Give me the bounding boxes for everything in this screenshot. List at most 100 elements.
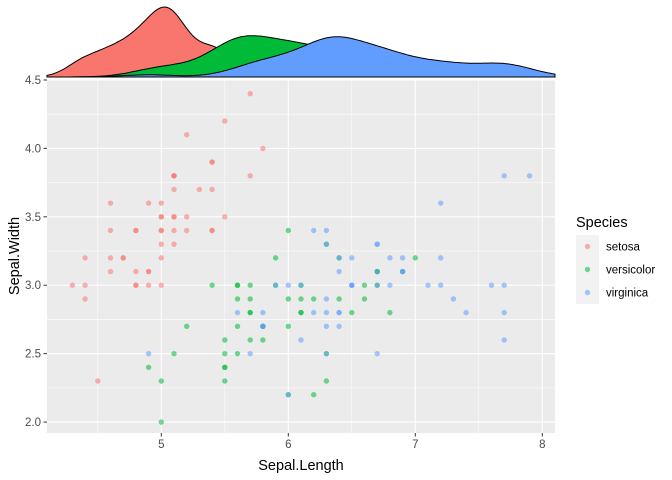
data-point-setosa [133,282,139,288]
data-point-virginica [349,282,355,288]
data-point-virginica [501,337,507,343]
data-point-virginica [387,282,393,288]
data-point-versicolor [222,337,228,343]
data-point-versicolor [311,391,317,398]
y-tick-label: 3.0 [25,280,41,292]
data-point-setosa [184,214,190,220]
data-point-virginica [399,255,406,261]
data-point-setosa [82,296,88,302]
data-point-versicolor [234,282,241,288]
legend-label-setosa: setosa [606,242,640,254]
data-point-versicolor [145,364,152,371]
data-point-versicolor [171,350,177,357]
data-point-setosa [107,200,114,206]
data-point-versicolor [222,364,228,371]
data-point-setosa [145,200,152,206]
data-point-versicolor [412,255,418,261]
data-point-versicolor [222,378,228,384]
data-point-virginica [323,241,330,247]
data-point-setosa [171,173,177,179]
data-point-virginica [501,309,507,316]
data-point-virginica [425,282,431,288]
data-point-setosa [158,255,164,261]
data-point-versicolor [247,309,253,316]
x-tick-label: 7 [412,439,418,451]
legend-key-virginica [584,289,591,296]
data-point-virginica [374,350,380,357]
data-point-versicolor [247,296,253,302]
data-point-virginica [438,282,444,288]
data-point-setosa [184,227,190,234]
data-point-setosa [107,268,114,275]
data-point-versicolor [209,282,215,288]
data-point-setosa [120,255,126,261]
data-point-setosa [260,145,266,152]
top-density-marginal [46,6,556,78]
data-point-setosa [209,186,215,193]
data-point-virginica [374,241,380,247]
data-point-virginica [298,337,304,343]
legend-label-versicolor: versicolor [606,265,655,277]
y-tick-label: 2.5 [25,349,41,361]
data-point-setosa [209,159,215,165]
data-point-virginica [285,391,291,398]
density-virginica [47,36,556,78]
data-point-versicolor [184,323,190,329]
data-point-setosa [158,282,164,288]
data-point-versicolor [247,282,253,288]
data-point-versicolor [311,296,317,302]
data-point-versicolor [234,323,241,329]
data-point-versicolor [260,337,266,343]
data-point-versicolor [298,296,304,302]
data-point-virginica [323,227,330,234]
data-point-setosa [171,186,177,193]
data-point-versicolor [285,323,291,329]
data-point-setosa [222,118,228,124]
data-point-virginica [234,309,241,316]
data-point-virginica [438,200,444,206]
data-point-versicolor [323,378,330,384]
data-point-virginica [260,323,266,329]
data-point-setosa [95,378,101,384]
data-point-setosa [158,214,164,220]
y-axis-title: Sepal.Width [7,217,23,295]
data-point-versicolor [298,309,304,316]
y-tick-label: 4.0 [25,143,41,155]
x-tick-label: 8 [539,439,545,451]
data-point-setosa [107,227,114,234]
data-point-virginica [311,227,317,234]
data-point-setosa [69,282,76,288]
data-point-virginica [374,268,380,275]
data-point-versicolor [361,282,368,288]
x-axis-title: Sepal.Length [258,458,343,474]
data-point-virginica [387,255,393,261]
data-point-versicolor [336,296,342,302]
data-point-virginica [438,255,444,261]
data-point-virginica [260,309,266,316]
data-point-virginica [336,268,342,275]
data-point-virginica [311,309,317,316]
y-tick-label: 4.5 [25,75,41,87]
data-point-versicolor [234,296,241,302]
data-point-virginica [501,173,507,179]
data-point-virginica [323,309,330,316]
legend-title: Species [576,215,628,231]
data-point-virginica [336,309,342,316]
data-point-setosa [171,241,177,247]
data-point-setosa [158,241,164,247]
x-tick-label: 5 [158,439,164,451]
data-point-setosa [171,214,177,220]
y-tick-label: 2.0 [25,417,41,429]
legend-key-versicolor [584,266,591,273]
data-point-versicolor [158,378,164,384]
data-point-virginica [450,296,457,302]
data-point-versicolor [272,255,279,261]
data-point-setosa [107,255,114,261]
data-point-versicolor [361,296,368,302]
data-point-setosa [133,227,139,234]
data-point-virginica [298,282,304,288]
data-point-versicolor [247,337,253,343]
data-point-setosa [82,282,88,288]
data-point-setosa [247,173,253,179]
